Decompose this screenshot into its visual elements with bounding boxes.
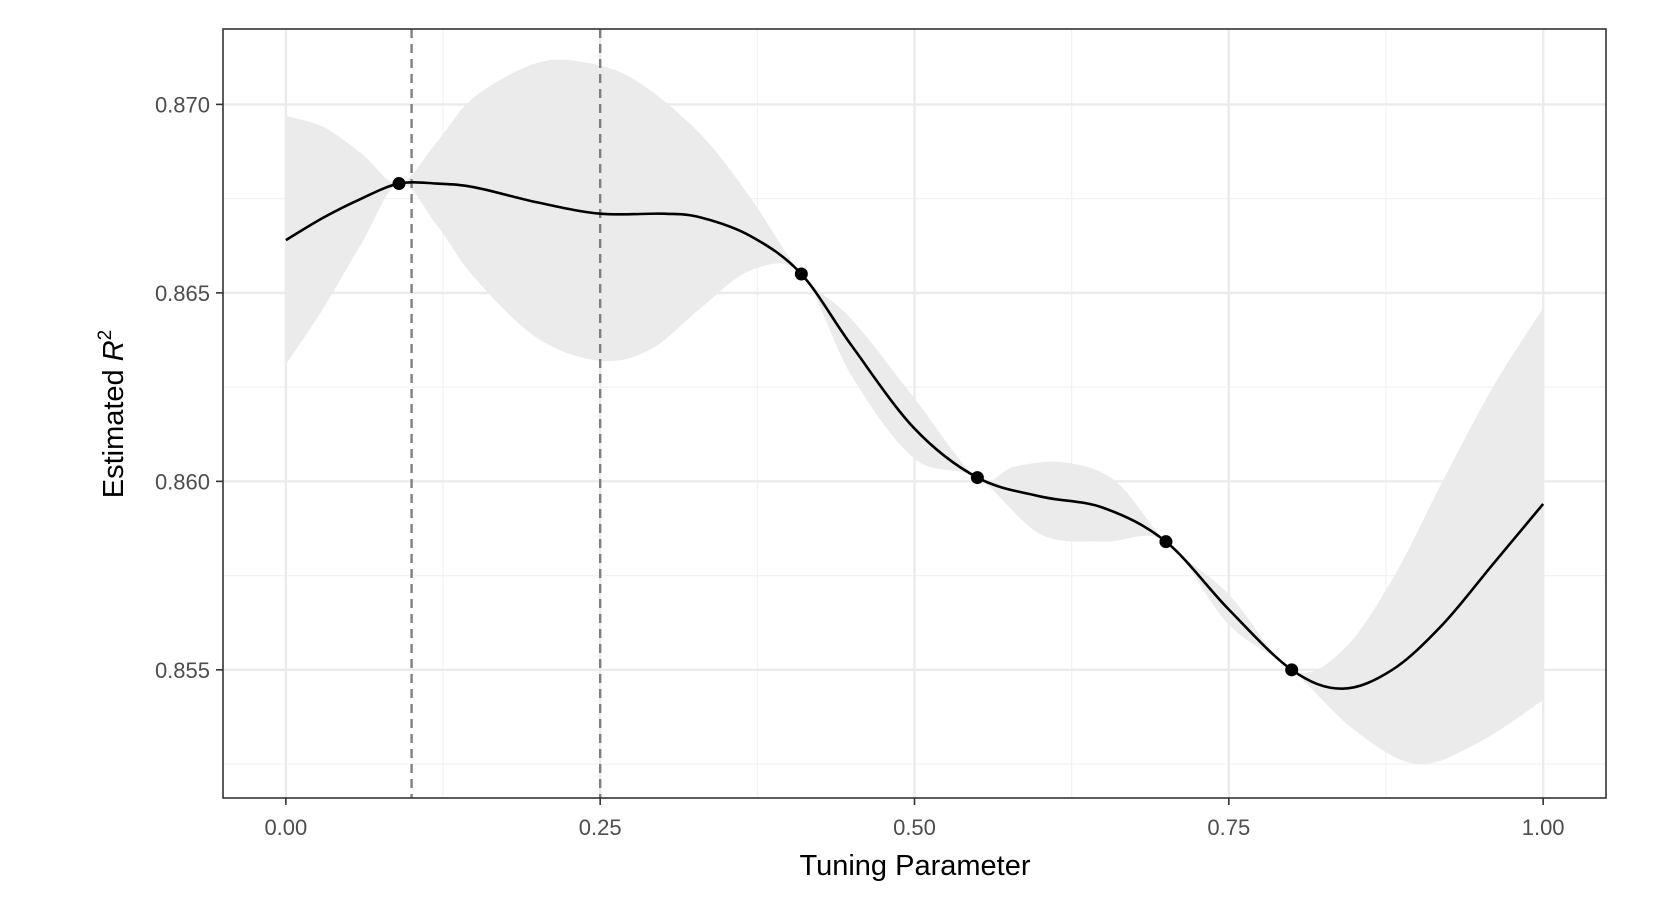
series-line [285, 180, 1545, 690]
data-point [1159, 535, 1173, 549]
x-tick-label: 0.50 [893, 815, 936, 840]
confidence-band-area [285, 59, 1544, 765]
x-axis: 0.00 0.25 0.50 0.75 1.00 [264, 798, 1565, 840]
y-tick-label: 0.860 [155, 469, 210, 494]
y-axis: 0.855 0.860 0.865 0.870 [155, 92, 223, 683]
data-point [794, 267, 808, 281]
x-tick-label: 0.75 [1207, 815, 1250, 840]
y-axis-title-symbol: R [98, 340, 130, 361]
line-series [285, 180, 1545, 690]
x-tick-label: 0.25 [579, 815, 622, 840]
y-tick-label: 0.870 [155, 92, 210, 117]
y-axis-title-prefix: Estimated [98, 361, 130, 498]
data-point [970, 471, 984, 485]
confidence-band [285, 59, 1544, 765]
x-axis-title: Tuning Parameter [799, 850, 1030, 882]
y-tick-label: 0.865 [155, 281, 210, 306]
y-axis-title-superscript: 2 [95, 330, 116, 341]
y-tick-label: 0.855 [155, 658, 210, 683]
y-axis-title: Estimated R2 [95, 330, 130, 499]
reference-lines [410, 29, 602, 798]
data-point [1285, 663, 1299, 677]
x-tick-label: 1.00 [1522, 815, 1565, 840]
data-point [392, 177, 406, 191]
x-tick-label: 0.00 [264, 815, 307, 840]
data-points [392, 177, 1299, 677]
